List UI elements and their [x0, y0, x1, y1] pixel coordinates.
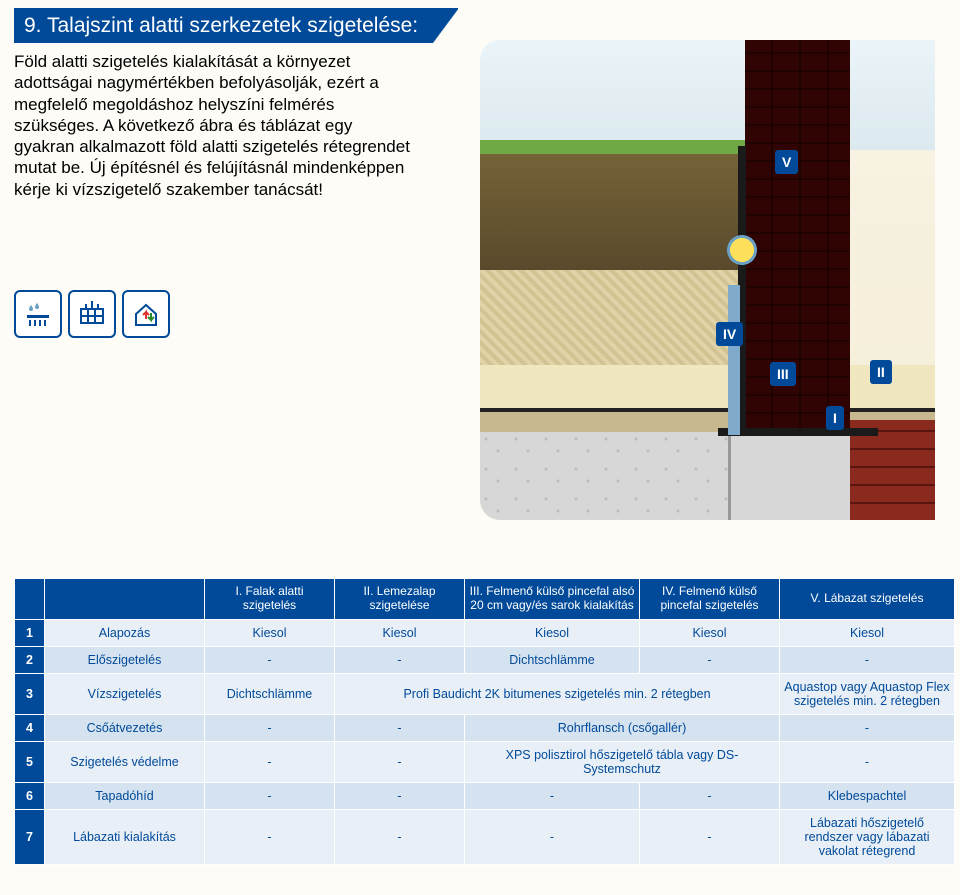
row-label: Csőátvezetés: [45, 714, 205, 741]
row-number: 2: [15, 646, 45, 673]
row-label: Szigetelés védelme: [45, 741, 205, 782]
table-cell: -: [465, 809, 640, 864]
diagram-label-iii: III: [770, 362, 796, 386]
diagram-label-ii: II: [870, 360, 892, 384]
table-cell: -: [335, 809, 465, 864]
table-cell: -: [780, 646, 955, 673]
table-cell: Lábazati hőszigetelő rendszer vagy lábaz…: [780, 809, 955, 864]
table-cell: -: [205, 714, 335, 741]
table-cell: -: [465, 782, 640, 809]
diagram-label-v: V: [775, 150, 798, 174]
table-cell: -: [335, 646, 465, 673]
table-cell: Profi Baudicht 2K bitumenes szigetelés m…: [335, 673, 780, 714]
table-cell: -: [640, 646, 780, 673]
table-cell: -: [205, 741, 335, 782]
table-cell: Kiesol: [465, 619, 640, 646]
table-cell: Rohrflansch (csőgallér): [465, 714, 780, 741]
table-cell: Aquastop vagy Aquastop Flex szigetelés m…: [780, 673, 955, 714]
layer-table: I. Falak alatti szigetelésII. Lemezalap …: [14, 578, 955, 865]
table-cell: Dichtschlämme: [205, 673, 335, 714]
row-number: 1: [15, 619, 45, 646]
table-cell: XPS polisztirol hőszigetelő tábla vagy D…: [465, 741, 780, 782]
table-cell: -: [335, 782, 465, 809]
col-header: [15, 579, 45, 620]
col-header: I. Falak alatti szigetelés: [205, 579, 335, 620]
diagram-label-i: I: [826, 406, 844, 430]
icon-row: [14, 290, 170, 338]
table-cell: -: [640, 809, 780, 864]
col-header: [45, 579, 205, 620]
row-label: Alapozás: [45, 619, 205, 646]
table-cell: Dichtschlämme: [465, 646, 640, 673]
row-number: 6: [15, 782, 45, 809]
row-label: Tapadóhíd: [45, 782, 205, 809]
house-arrow-icon: [122, 290, 170, 338]
table-cell: -: [335, 741, 465, 782]
table-cell: Kiesol: [640, 619, 780, 646]
table-cell: -: [205, 782, 335, 809]
row-number: 3: [15, 673, 45, 714]
row-label: Lábazati kialakítás: [45, 809, 205, 864]
droplets-icon: [14, 290, 62, 338]
section-title: 9. Talajszint alatti szerkezetek szigete…: [14, 8, 458, 43]
grid-icon: [68, 290, 116, 338]
table-cell: -: [205, 646, 335, 673]
table-cell: -: [640, 782, 780, 809]
row-label: Előszigetelés: [45, 646, 205, 673]
row-number: 4: [15, 714, 45, 741]
row-number: 7: [15, 809, 45, 864]
intro-paragraph: Föld alatti szigetelés kialakítását a kö…: [0, 43, 430, 200]
row-label: Vízszigetelés: [45, 673, 205, 714]
table-cell: -: [335, 714, 465, 741]
table-cell: -: [780, 714, 955, 741]
table-cell: Kiesol: [205, 619, 335, 646]
cross-section-diagram: [480, 40, 935, 520]
col-header: IV. Felmenő külső pincefal szigetelés: [640, 579, 780, 620]
col-header: III. Felmenő külső pince­fal alsó 20 cm …: [465, 579, 640, 620]
row-number: 5: [15, 741, 45, 782]
table-cell: Kiesol: [780, 619, 955, 646]
diagram-label-iv: IV: [716, 322, 743, 346]
table-cell: Klebespachtel: [780, 782, 955, 809]
table-cell: Kiesol: [335, 619, 465, 646]
col-header: II. Lemezalap szigetelése: [335, 579, 465, 620]
col-header: V. Lábazat szigetelés: [780, 579, 955, 620]
table-cell: -: [205, 809, 335, 864]
table-cell: -: [780, 741, 955, 782]
